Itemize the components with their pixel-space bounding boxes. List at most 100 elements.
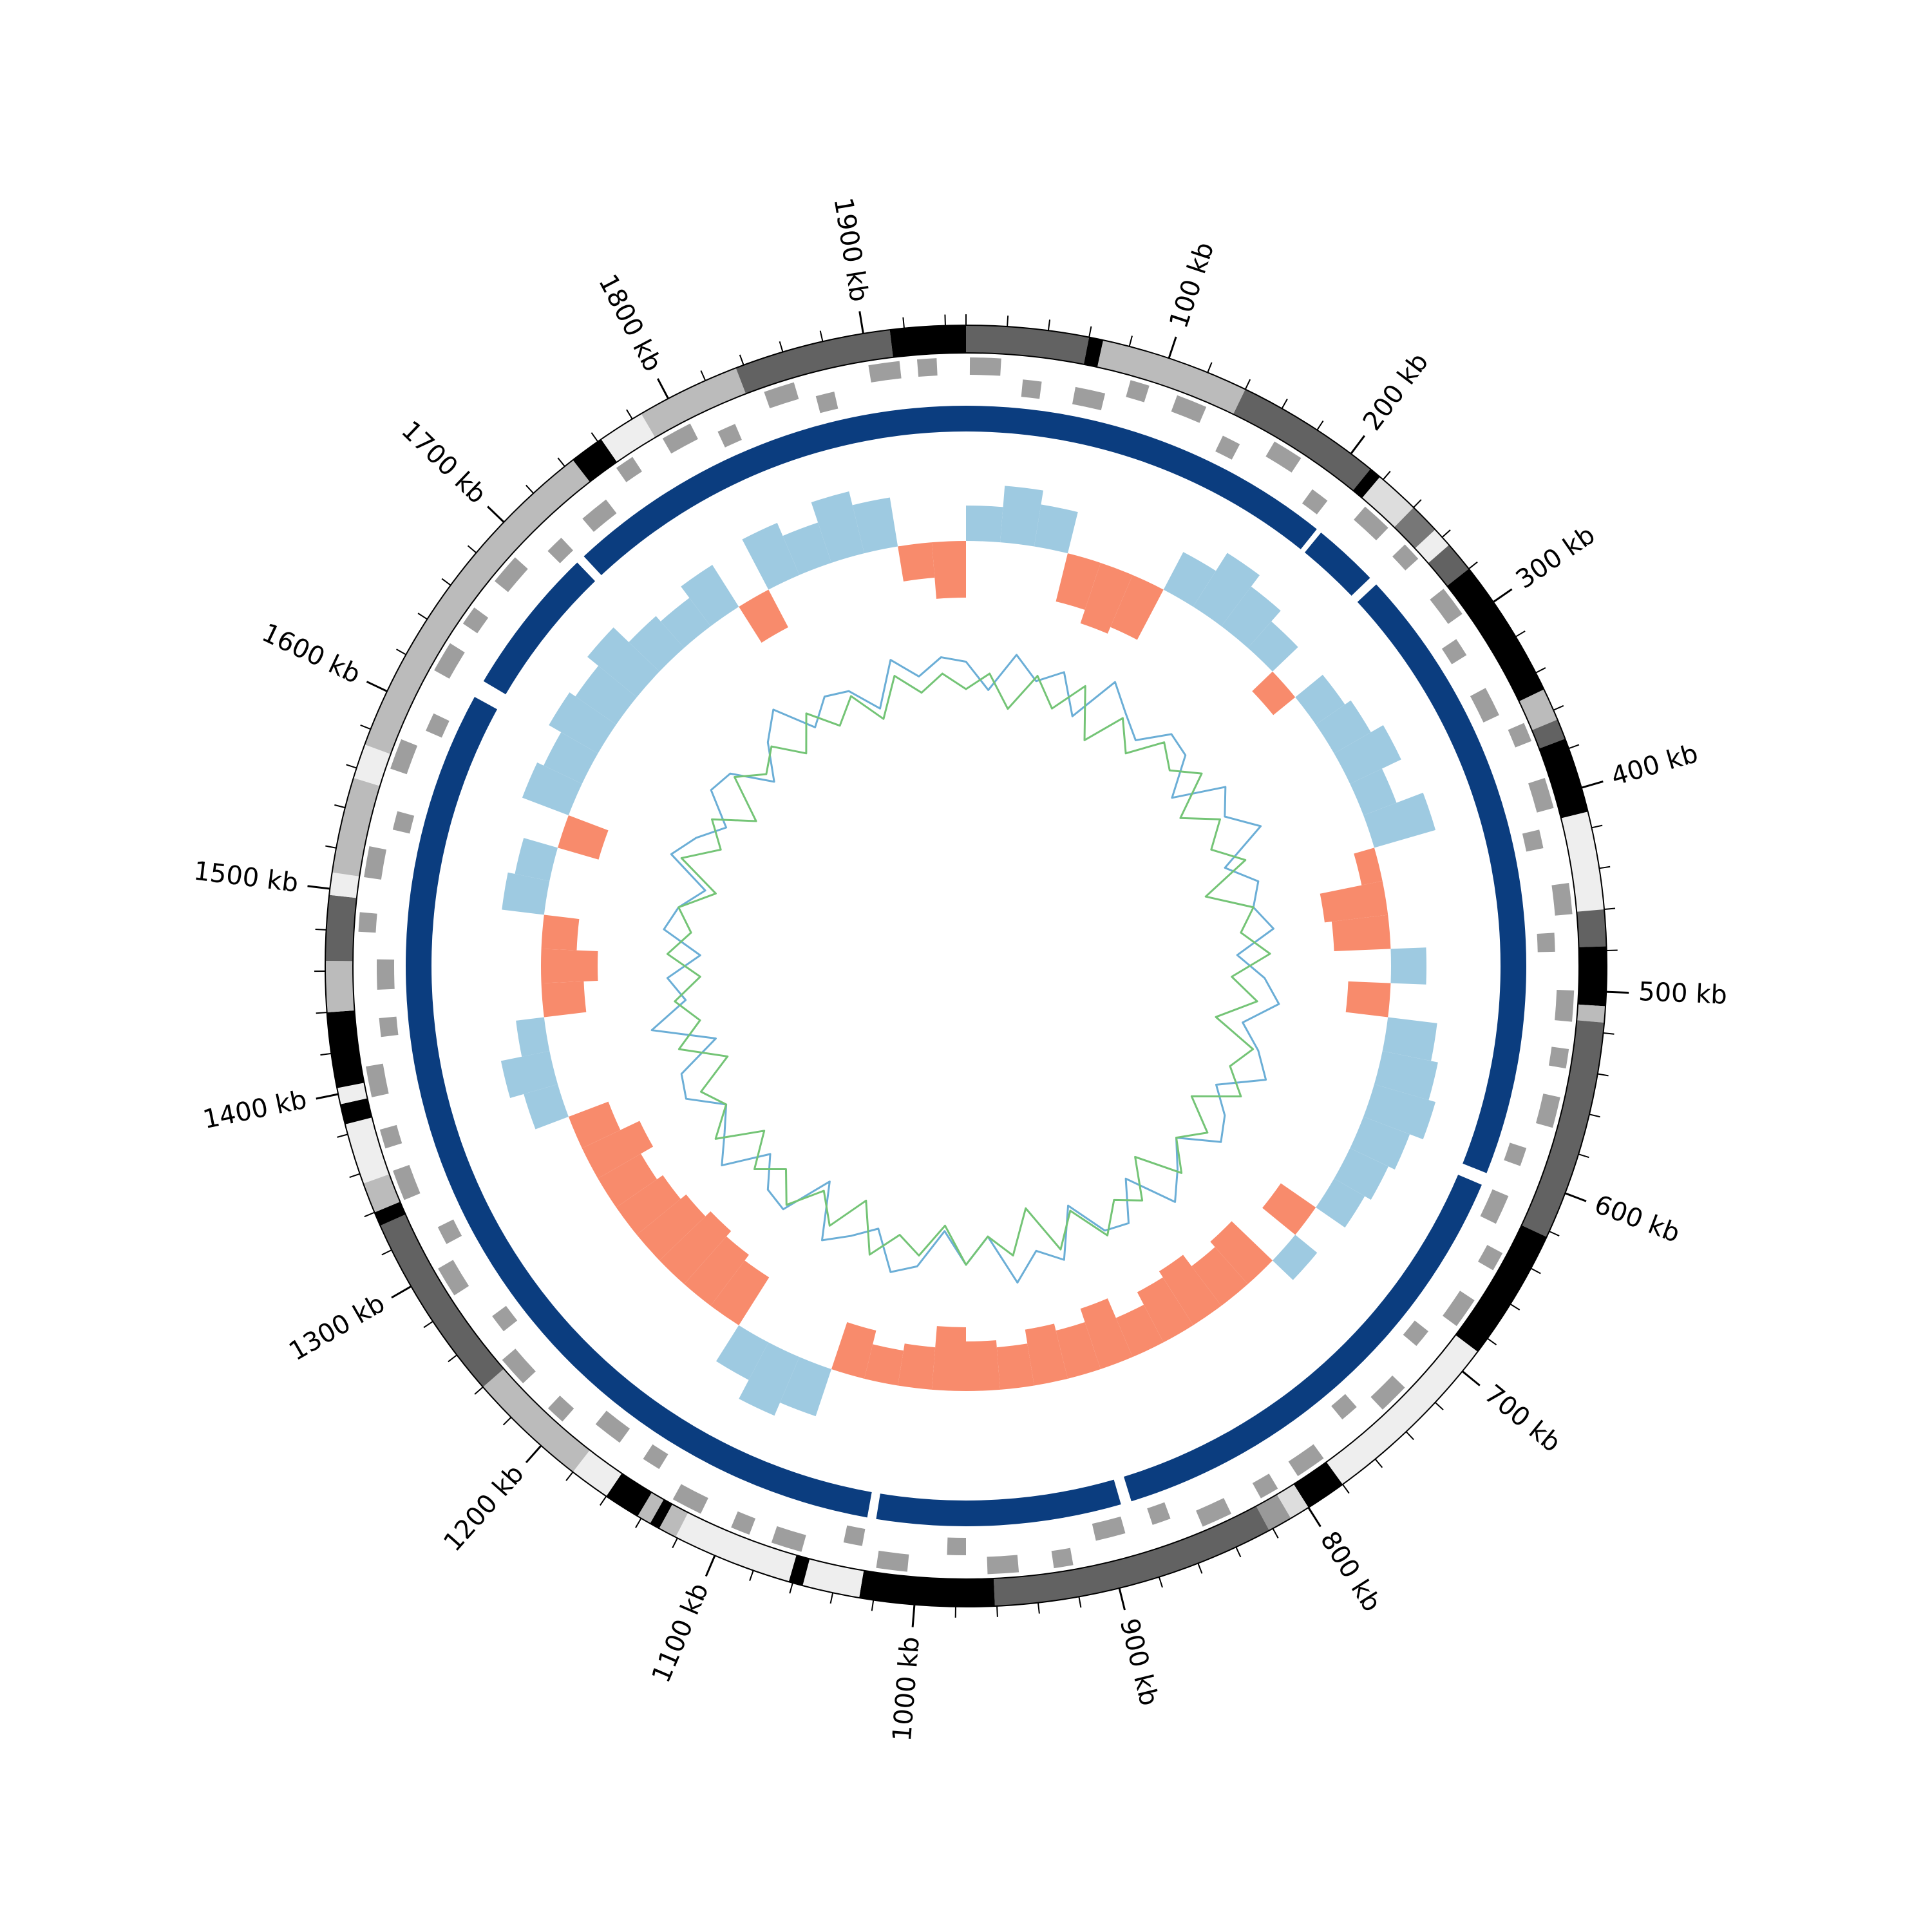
minor-tick [672, 1537, 678, 1548]
gene [365, 1063, 389, 1097]
ideogram-band [638, 1492, 664, 1524]
minor-tick [1207, 362, 1213, 373]
gene [364, 846, 386, 880]
skew-bar [1382, 1017, 1437, 1061]
ideogram-band [788, 1555, 810, 1586]
minor-tick [474, 1387, 484, 1395]
ideogram-band [1577, 1004, 1606, 1023]
gene [1288, 1444, 1324, 1477]
skew-bar [710, 1260, 770, 1325]
tick-label: 1300 kb [284, 1289, 390, 1367]
ideogram-band [337, 1083, 368, 1104]
skew-bar [629, 616, 685, 672]
tick-label: 100 kb [1164, 238, 1220, 332]
minor-tick [1128, 336, 1133, 347]
gene [1196, 1498, 1231, 1527]
contig [876, 1479, 1121, 1526]
skew-bar [1350, 768, 1397, 815]
gene [393, 1164, 421, 1200]
minor-tick [557, 457, 565, 467]
ideogram-band [1097, 340, 1245, 415]
major-tick [1493, 588, 1513, 603]
skew-bar [996, 1343, 1034, 1390]
skew-bar [966, 506, 1003, 543]
skew-bar [782, 522, 831, 575]
tick-label: 700 kb [1479, 1379, 1566, 1459]
gene [390, 739, 418, 775]
minor-tick [1434, 1401, 1444, 1410]
gene [868, 361, 902, 383]
minor-tick [325, 845, 337, 849]
minor-tick [819, 330, 824, 342]
gene [1480, 1189, 1509, 1224]
minor-tick [789, 1582, 793, 1594]
skew-bar [659, 1211, 732, 1285]
skew-bar [1334, 725, 1401, 784]
gene [1537, 933, 1555, 952]
minor-tick [902, 317, 905, 328]
ideogram-band [1455, 1225, 1547, 1352]
ideogram-band [1256, 1494, 1291, 1531]
gene [815, 392, 838, 413]
ideogram-band [1394, 507, 1435, 549]
minor-tick [1530, 1267, 1541, 1274]
skew-bar [1331, 914, 1391, 951]
gene [1265, 441, 1302, 473]
gene [376, 959, 395, 990]
skew-bar [1252, 671, 1296, 715]
ideogram-outline [325, 325, 1607, 1607]
ideogram-band [332, 777, 380, 876]
skew-bar [1316, 700, 1371, 753]
gene [1252, 1473, 1278, 1499]
ideogram-band [1233, 389, 1371, 491]
contig [406, 697, 872, 1518]
skew-bar [966, 1340, 1001, 1391]
gene [1551, 882, 1573, 916]
minor-tick [1413, 499, 1422, 508]
major-tick [858, 311, 864, 334]
gene [662, 423, 698, 454]
minor-tick [1047, 319, 1051, 331]
major-tick [1168, 336, 1177, 359]
skew-bar [502, 872, 550, 915]
gene [1092, 1516, 1126, 1541]
tick-label: 1400 kb [200, 1085, 309, 1135]
gene [1021, 379, 1042, 399]
minor-tick [381, 1249, 392, 1256]
minor-tick [349, 1173, 361, 1179]
minor-tick [1078, 1596, 1082, 1608]
minor-tick [1316, 420, 1324, 431]
major-tick [366, 681, 388, 692]
skew-bar [1363, 792, 1436, 848]
minor-tick [871, 1600, 875, 1611]
minor-tick [779, 341, 784, 352]
skew-bar [544, 732, 598, 784]
ideogram-band [353, 744, 391, 786]
skew-bar [931, 1326, 966, 1391]
gene [1504, 1142, 1527, 1166]
gene [1171, 395, 1207, 423]
skew-bar [541, 914, 580, 951]
minor-tick [1382, 471, 1391, 480]
skew-bar [831, 1321, 876, 1379]
major-tick [1564, 1192, 1587, 1202]
tick-label: 600 kb [1591, 1189, 1684, 1249]
skew-bar [739, 589, 788, 643]
minor-tick [1235, 1546, 1242, 1558]
skew-bar [1000, 486, 1043, 547]
gene [616, 457, 642, 482]
gene [434, 643, 465, 679]
contig [966, 406, 1317, 549]
skew-bar [1159, 1255, 1222, 1325]
tick-label: 200 kb [1358, 348, 1434, 437]
gene [426, 713, 450, 738]
ideogram-band [1531, 719, 1566, 749]
major-tick [525, 1444, 542, 1463]
minor-tick [1589, 1113, 1600, 1118]
skew-bar [684, 1236, 749, 1306]
gene [1508, 723, 1532, 748]
ideogram-band [1276, 1484, 1309, 1519]
skew-bar [660, 598, 711, 648]
minor-tick [448, 1354, 458, 1363]
